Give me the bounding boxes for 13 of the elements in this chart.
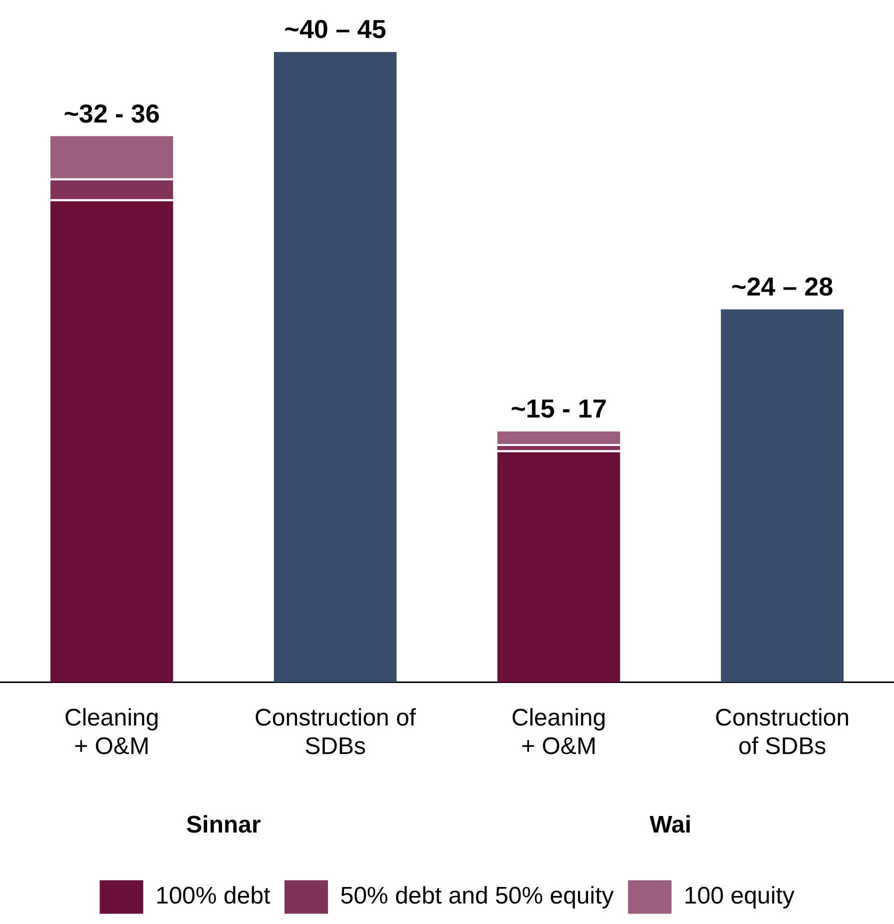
total-label: ~15 - 17 <box>510 394 607 424</box>
total-label: ~40 – 45 <box>284 14 386 44</box>
total-label: ~32 - 36 <box>64 98 160 128</box>
x-tick-label: Construction of SDBs <box>714 704 850 760</box>
legend-label: 100% debt <box>155 882 271 910</box>
legend-label: 100 equity <box>684 882 795 910</box>
x-tick-label: Construction of SDBs <box>254 704 416 760</box>
x-tick-label: Cleaning + O&M <box>511 704 606 760</box>
x-tick-label: Cleaning + O&M <box>64 704 160 760</box>
total-label: ~24 – 28 <box>731 272 834 302</box>
legend-label: 50% debt and 50% equity <box>340 882 614 910</box>
text: Wai <box>650 812 692 839</box>
text: Sinnar <box>186 812 261 839</box>
